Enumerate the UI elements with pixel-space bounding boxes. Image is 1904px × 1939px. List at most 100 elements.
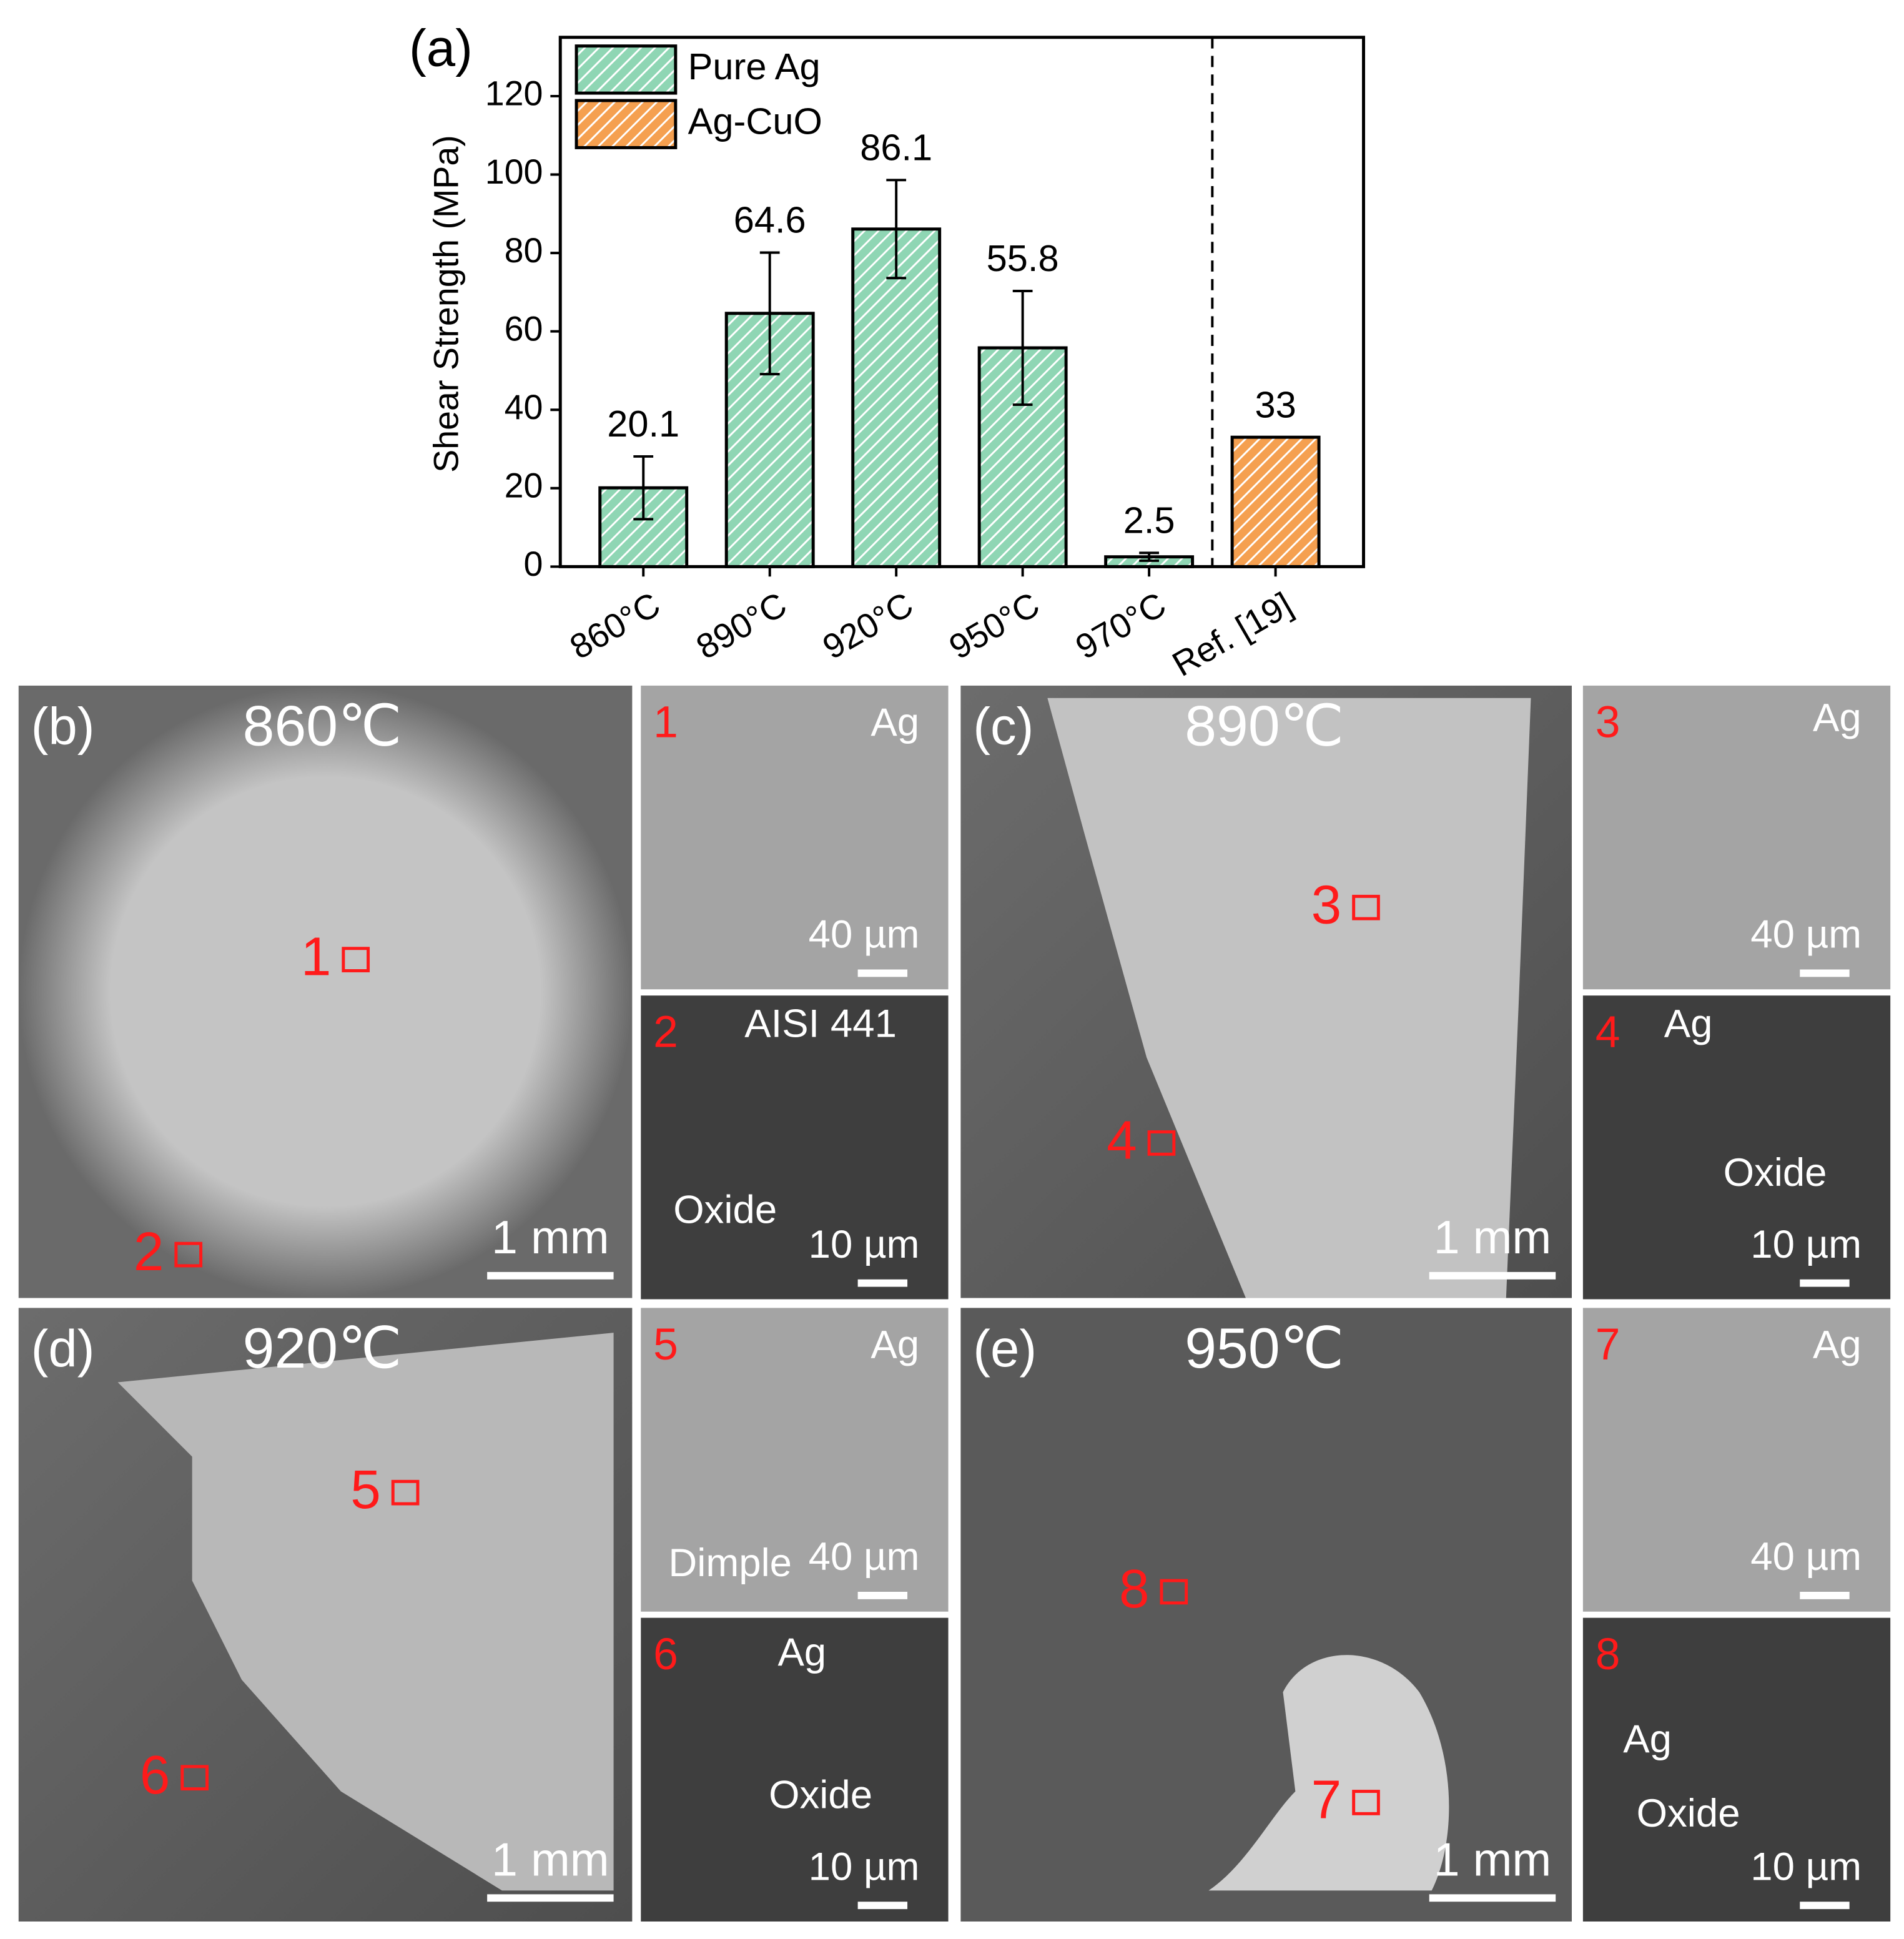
scale-label: 10 µm xyxy=(1750,1222,1862,1266)
panel-label: (c) xyxy=(973,697,1033,755)
value-label: 20.1 xyxy=(607,403,679,445)
y-tick-label: 20 xyxy=(505,466,543,505)
site-box xyxy=(391,1479,420,1506)
inset: 3 Ag 40 µm xyxy=(1582,685,1891,990)
x-tick-label: 860°C xyxy=(563,585,666,666)
sem-inset xyxy=(641,1617,949,1922)
legend-label: Ag-CuO xyxy=(688,100,822,142)
site-box xyxy=(342,947,370,972)
sem-inset xyxy=(641,685,949,990)
sem-inset xyxy=(1582,1617,1891,1922)
y-tick-label: 40 xyxy=(505,388,543,427)
scale-label: 40 µm xyxy=(809,1534,920,1579)
annotation: Dimple xyxy=(668,1541,792,1585)
annotation: Ag xyxy=(1623,1717,1672,1761)
sem-inset xyxy=(641,995,949,1300)
panel: (c) 890℃ 3 4 1 mm xyxy=(960,685,1572,1298)
panel-title: 950℃ xyxy=(1185,1316,1344,1380)
bar-chart: 0 20 40 60 80 100 120 Shear Strength (MPa) (a) 86… xyxy=(409,19,1366,684)
inset-number: 2 xyxy=(653,1007,678,1057)
panel-title: 890℃ xyxy=(1185,694,1344,758)
site-box xyxy=(180,1765,209,1791)
site-marker: 8 xyxy=(1119,1558,1150,1619)
inset: 6 Ag Oxide 10 µm xyxy=(641,1617,949,1922)
legend-swatch xyxy=(575,44,678,95)
inset-number: 6 xyxy=(653,1629,678,1679)
scale-label: 10 µm xyxy=(809,1844,920,1888)
panel-label: (e) xyxy=(973,1320,1037,1378)
y-tick-label: 100 xyxy=(485,152,543,191)
scale-label: 1 mm xyxy=(1434,1833,1552,1886)
scale-label: 40 µm xyxy=(809,912,920,957)
sem-image xyxy=(960,1308,1572,1922)
site-marker: 4 xyxy=(1107,1109,1137,1170)
bar xyxy=(1230,435,1321,568)
annotation: Oxide xyxy=(769,1772,872,1817)
inset-number: 8 xyxy=(1596,1629,1620,1679)
value-label: 2.5 xyxy=(1123,499,1175,541)
inset: 5 Ag Dimple 40 µm xyxy=(641,1308,949,1612)
x-tick-label: 920°C xyxy=(816,585,919,666)
annotation: Ag xyxy=(871,700,919,744)
error-bar xyxy=(886,179,907,280)
panel-label: (a) xyxy=(409,19,473,77)
error-bar xyxy=(759,251,780,376)
value-label: 55.8 xyxy=(987,237,1059,279)
scale-label: 10 µm xyxy=(809,1222,920,1266)
error-bar xyxy=(1139,551,1159,562)
annotation: Oxide xyxy=(673,1187,777,1231)
scale-label: 40 µm xyxy=(1750,912,1862,957)
site-box xyxy=(1147,1130,1176,1156)
value-label: 86.1 xyxy=(860,126,932,168)
inset: 4 Ag Oxide 10 µm xyxy=(1582,995,1891,1300)
value-label: 33 xyxy=(1255,383,1296,425)
scale-label: 10 µm xyxy=(1750,1844,1862,1888)
inset: 1 Ag 40 µm xyxy=(641,685,949,990)
inset: 2 AISI 441 Oxide 10 µm xyxy=(641,995,949,1300)
annotation: Ag xyxy=(1813,1323,1862,1367)
plot-frame xyxy=(558,36,1366,568)
site-marker: 2 xyxy=(134,1221,164,1282)
x-tick-label: Ref. [19] xyxy=(1166,585,1299,684)
site-box xyxy=(1352,894,1380,920)
inset-number: 1 xyxy=(653,697,678,747)
panel: (b) 860℃ 1 2 1 mm xyxy=(18,685,633,1298)
panel-label: (b) xyxy=(31,697,95,755)
site-box xyxy=(1352,1790,1380,1815)
panel: (d) 920℃ 5 6 1 mm xyxy=(18,1308,633,1922)
site-box xyxy=(174,1241,203,1268)
sem-region xyxy=(117,1333,614,1891)
legend-label: Pure Ag xyxy=(688,46,821,87)
y-tick-label: 60 xyxy=(505,309,543,348)
annotation: Ag xyxy=(871,1323,919,1367)
scale-label: 1 mm xyxy=(1434,1211,1552,1263)
y-tick-label: 120 xyxy=(485,74,543,113)
scale-label: 40 µm xyxy=(1750,1534,1862,1579)
panel: (e) 950℃ 7 8 1 mm xyxy=(960,1308,1572,1922)
annotation: Ag xyxy=(777,1630,826,1674)
sem-inset xyxy=(1582,685,1891,990)
legend-swatch xyxy=(575,99,678,149)
site-box xyxy=(1160,1579,1188,1605)
site-marker: 1 xyxy=(301,926,332,987)
sem-inset xyxy=(1582,1308,1891,1612)
annotation: AISI 441 xyxy=(744,1002,897,1046)
scale-label: 1 mm xyxy=(491,1833,609,1886)
error-bar xyxy=(1012,289,1033,407)
annotation: Oxide xyxy=(1724,1150,1827,1195)
panel-title: 920℃ xyxy=(243,1316,402,1380)
site-marker: 5 xyxy=(350,1459,381,1520)
x-tick-label: 890°C xyxy=(690,585,793,666)
x-tick-label: 950°C xyxy=(942,585,1045,666)
annotation: Ag xyxy=(1813,695,1862,739)
x-tick-label: 970°C xyxy=(1069,585,1172,666)
sem-inset xyxy=(641,1308,949,1612)
site-marker: 3 xyxy=(1311,874,1342,935)
panel-label: (d) xyxy=(31,1320,95,1378)
inset-number: 5 xyxy=(653,1320,678,1369)
annotation: Ag xyxy=(1664,1002,1713,1046)
sem-region xyxy=(1047,698,1531,1298)
